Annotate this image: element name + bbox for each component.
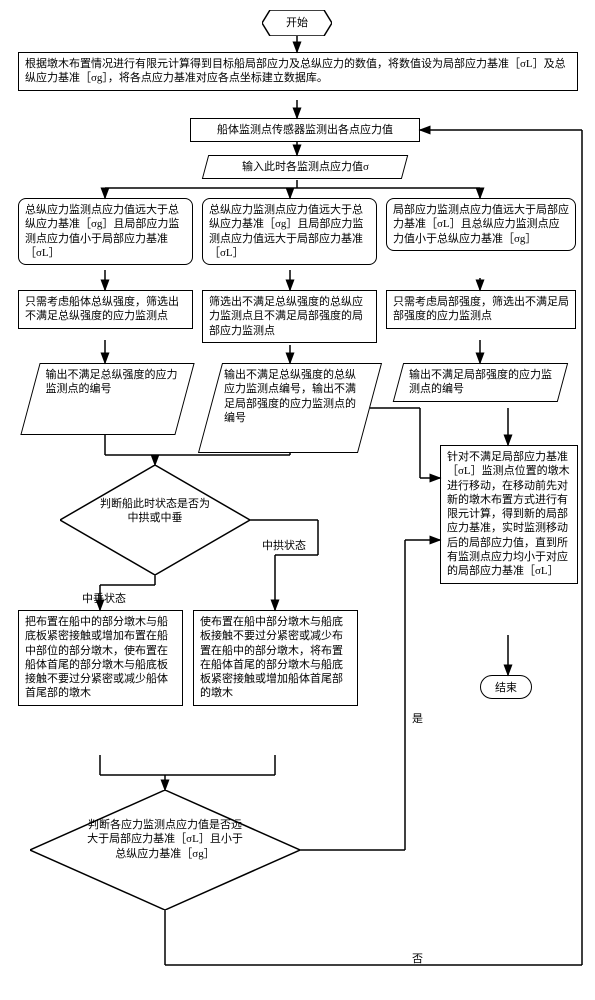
action-2: 筛选出不满足总纵强度的总纵应力监测点且不满足局部强度的局部应力监测点 xyxy=(202,290,377,343)
decision-hog-sag-text: 判断船此时状态是否为中拱或中垂 xyxy=(100,497,210,526)
node-sensor-read: 船体监测点传感器监测出各点应力值 xyxy=(190,118,420,142)
label-sag: 中垂状态 xyxy=(80,590,128,606)
node-setup-db-text: 根据墩木布置情况进行有限元计算得到目标船局部应力及总纵应力的数值，将数值设为局部… xyxy=(25,58,566,84)
decision-check-local: 判断各应力监测点应力值是否远大于局部应力基准［σL］且小于总纵应力基准［σg］ xyxy=(30,790,300,910)
branch-2-text: 总纵应力监测点应力值远大于总纵应力基准［σg］且局部应力监测点应力值远大于局部应… xyxy=(209,204,363,259)
node-input-sigma-text: 输入此时各监测点应力值σ xyxy=(242,160,369,174)
node-sensor-read-text: 船体监测点传感器监测出各点应力值 xyxy=(217,124,393,136)
output-1-text: 输出不满足总纵强度的应力监测点的编号 xyxy=(45,368,178,397)
label-yes: 是 xyxy=(410,710,425,726)
branch-3: 局部应力监测点应力值远大于局部应力基准［σL］且总纵应力监测点应力值小于总纵应力… xyxy=(386,198,576,251)
output-1: 输出不满足总纵强度的应力监测点的编号 xyxy=(20,363,194,435)
start-node: 开始 xyxy=(262,10,332,36)
output-3-text: 输出不满足局部强度的应力监测点的编号 xyxy=(409,368,552,397)
branch-2: 总纵应力监测点应力值远大于总纵应力基准［σg］且局部应力监测点应力值远大于局部应… xyxy=(202,198,377,265)
end-node: 结束 xyxy=(480,675,532,699)
action-3-text: 只需考虑局部强度，筛选出不满足局部强度的应力监测点 xyxy=(393,296,569,322)
branch-1-text: 总纵应力监测点应力值远大于总纵应力基准［σg］且局部应力监测点应力值小于局部应力… xyxy=(25,204,179,259)
flowchart-root: 开始 根据墩木布置情况进行有限元计算得到目标船局部应力及总纵应力的数值，将数值设… xyxy=(10,10,585,990)
branch-1: 总纵应力监测点应力值远大于总纵应力基准［σg］且局部应力监测点应力值小于局部应力… xyxy=(18,198,193,265)
action-local-adjust-text: 针对不满足局部应力基准［σL］监测点位置的墩木进行移动，在移动前先对新的墩木布置… xyxy=(447,451,570,577)
action-3: 只需考虑局部强度，筛选出不满足局部强度的应力监测点 xyxy=(386,290,576,329)
action-sag-text: 把布置在船中的部分墩木与船底板紧密接触或增加布置在船中部位的部分墩木，使布置在船… xyxy=(25,616,168,699)
decision-hog-sag: 判断船此时状态是否为中拱或中垂 xyxy=(60,465,250,575)
action-sag: 把布置在船中的部分墩木与船底板紧密接触或增加布置在船中部位的部分墩木，使布置在船… xyxy=(18,610,183,706)
node-input-sigma: 输入此时各监测点应力值σ xyxy=(202,155,409,179)
action-hog-text: 使布置在船中部分墩木与船底板接触不要过分紧密或减少布置在船中的部分墩木，将布置在… xyxy=(200,616,343,699)
end-label: 结束 xyxy=(495,682,517,694)
output-3: 输出不满足局部强度的应力监测点的编号 xyxy=(393,363,568,402)
node-setup-db: 根据墩木布置情况进行有限元计算得到目标船局部应力及总纵应力的数值，将数值设为局部… xyxy=(18,52,578,91)
action-2-text: 筛选出不满足总纵强度的总纵应力监测点且不满足局部强度的局部应力监测点 xyxy=(209,296,363,337)
branch-3-text: 局部应力监测点应力值远大于局部应力基准［σL］且总纵应力监测点应力值小于总纵应力… xyxy=(393,204,569,245)
action-1-text: 只需考虑船体总纵强度，筛选出不满足总纵强度的应力监测点 xyxy=(25,296,179,322)
label-hog: 中拱状态 xyxy=(260,537,308,553)
start-label: 开始 xyxy=(286,17,308,29)
label-no: 否 xyxy=(410,950,425,966)
action-local-adjust: 针对不满足局部应力基准［σL］监测点位置的墩木进行移动，在移动前先对新的墩木布置… xyxy=(440,445,578,584)
decision-check-local-text: 判断各应力监测点应力值是否远大于局部应力基准［σL］且小于总纵应力基准［σg］ xyxy=(85,818,245,861)
action-hog: 使布置在船中部分墩木与船底板接触不要过分紧密或减少布置在船中的部分墩木，将布置在… xyxy=(193,610,358,706)
output-2-text: 输出不满足总纵强度的总纵应力监测点编号，输出不满足局部强度的应力监测点的编号 xyxy=(224,368,362,425)
action-1: 只需考虑船体总纵强度，筛选出不满足总纵强度的应力监测点 xyxy=(18,290,193,329)
output-2: 输出不满足总纵强度的总纵应力监测点编号，输出不满足局部强度的应力监测点的编号 xyxy=(198,363,382,453)
